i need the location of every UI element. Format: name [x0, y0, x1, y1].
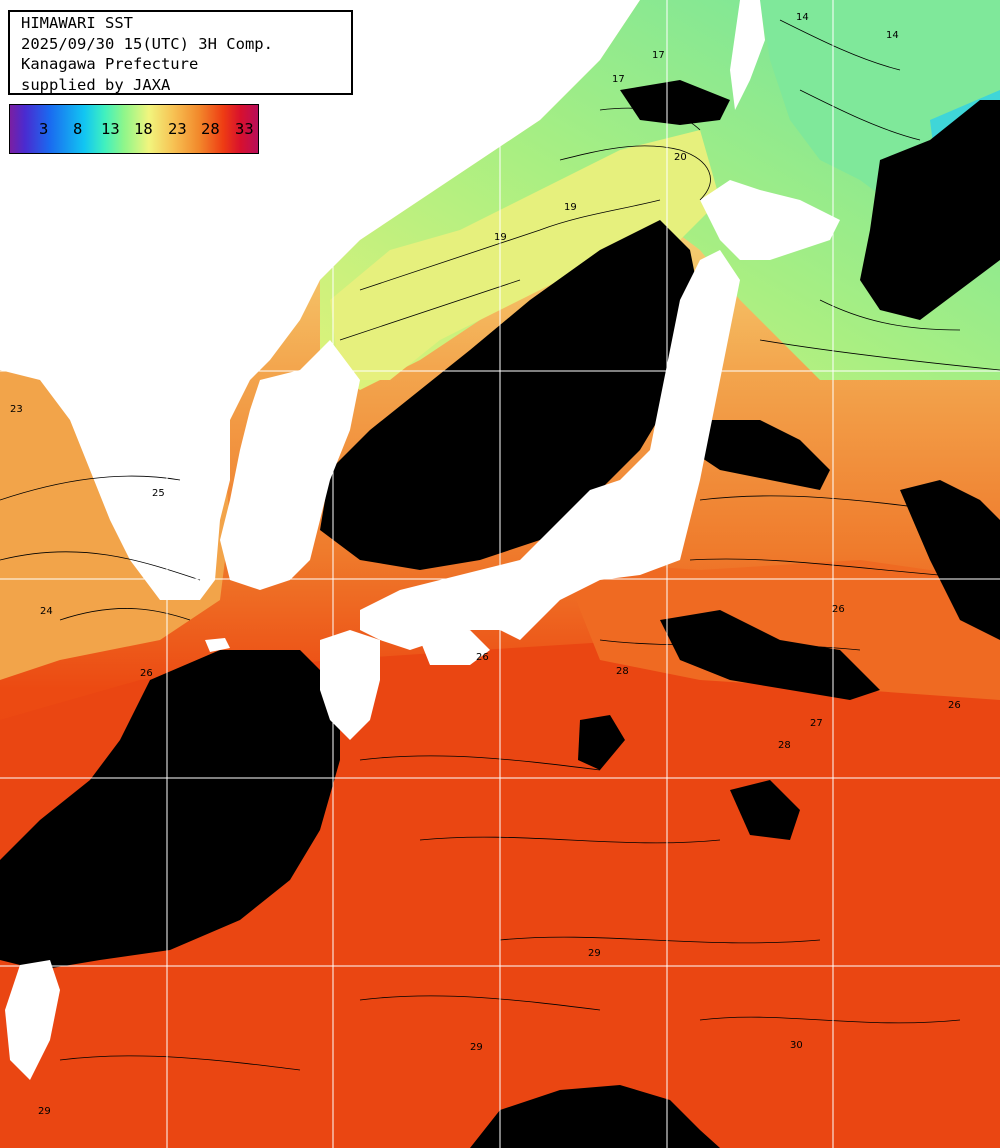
cloud-hokkaido-sea: [620, 80, 730, 125]
contour-label: 14: [796, 12, 809, 23]
contour-label: 25: [152, 488, 165, 499]
contour-label: 17: [612, 74, 625, 85]
contour-label: 26: [832, 604, 845, 615]
land-taiwan: [5, 960, 60, 1080]
colorbar-tick: 23: [168, 120, 187, 138]
contour-label: 29: [470, 1042, 483, 1053]
land-honshu: [360, 250, 740, 650]
cloud-south: [470, 1085, 720, 1148]
contour-label: 17: [652, 50, 665, 61]
contour-label: 30: [790, 1040, 803, 1051]
contour-label-group: 14 14 17 17 20 19 19 23 24 25 26 26 26 2…: [10, 12, 961, 1117]
land-hokkaido: [700, 180, 840, 260]
colorbar-tick: 33: [235, 120, 254, 138]
colorbar-tick: 8: [73, 120, 83, 138]
contour-label: 23: [10, 404, 23, 415]
contour-label: 28: [778, 740, 791, 751]
contour-label: 29: [588, 948, 601, 959]
contour-label: 29: [38, 1106, 51, 1117]
temperature-colorbar: 3 8 13 18 23 28 33: [9, 104, 259, 154]
contour-label: 28: [616, 666, 629, 677]
colorbar-tick: 18: [134, 120, 153, 138]
contour-label: 14: [886, 30, 899, 41]
cloud-tohoku-pacific: [690, 420, 830, 490]
cloud-japan-sea: [320, 220, 700, 570]
cloud-pacific-mid: [730, 780, 800, 840]
cloud-pacific-small: [578, 715, 625, 770]
contour-label: 24: [40, 606, 53, 617]
colorbar-tick: 13: [101, 120, 120, 138]
contour-label: 19: [564, 202, 577, 213]
product-title: HIMAWARI SST: [21, 14, 133, 32]
map-info-box: HIMAWARI SST 2025/09/30 15(UTC) 3H Comp.…: [8, 10, 353, 95]
colorbar-tick: 3: [39, 120, 49, 138]
data-credit: supplied by JAXA: [21, 75, 171, 94]
kuroshio-band: [560, 560, 1000, 700]
cloud-east-edge: [900, 480, 1000, 640]
land-cheju: [205, 638, 230, 652]
contour-lines: [0, 19, 1000, 1071]
land-korea: [220, 340, 360, 590]
land-sakhalin: [730, 0, 765, 110]
colorbar-tick: 28: [201, 120, 220, 138]
contour-label: 26: [948, 700, 961, 711]
japan-sea-yellow: [330, 130, 720, 380]
cloud-east-china-sea: [0, 650, 340, 970]
land-shikoku: [420, 630, 490, 665]
contour-label: 19: [494, 232, 507, 243]
timestamp: 2025/09/30 15(UTC) 3H Comp.: [21, 34, 273, 53]
contour-label: 27: [810, 718, 823, 729]
cloud-pacific-east: [660, 610, 880, 700]
publisher: Kanagawa Prefecture: [21, 55, 199, 73]
contour-label: 20: [674, 152, 687, 163]
contour-label: 26: [476, 652, 489, 663]
land-kyushu: [320, 630, 380, 740]
cloud-okhotsk: [860, 100, 1000, 320]
contour-label: 26: [140, 668, 153, 679]
